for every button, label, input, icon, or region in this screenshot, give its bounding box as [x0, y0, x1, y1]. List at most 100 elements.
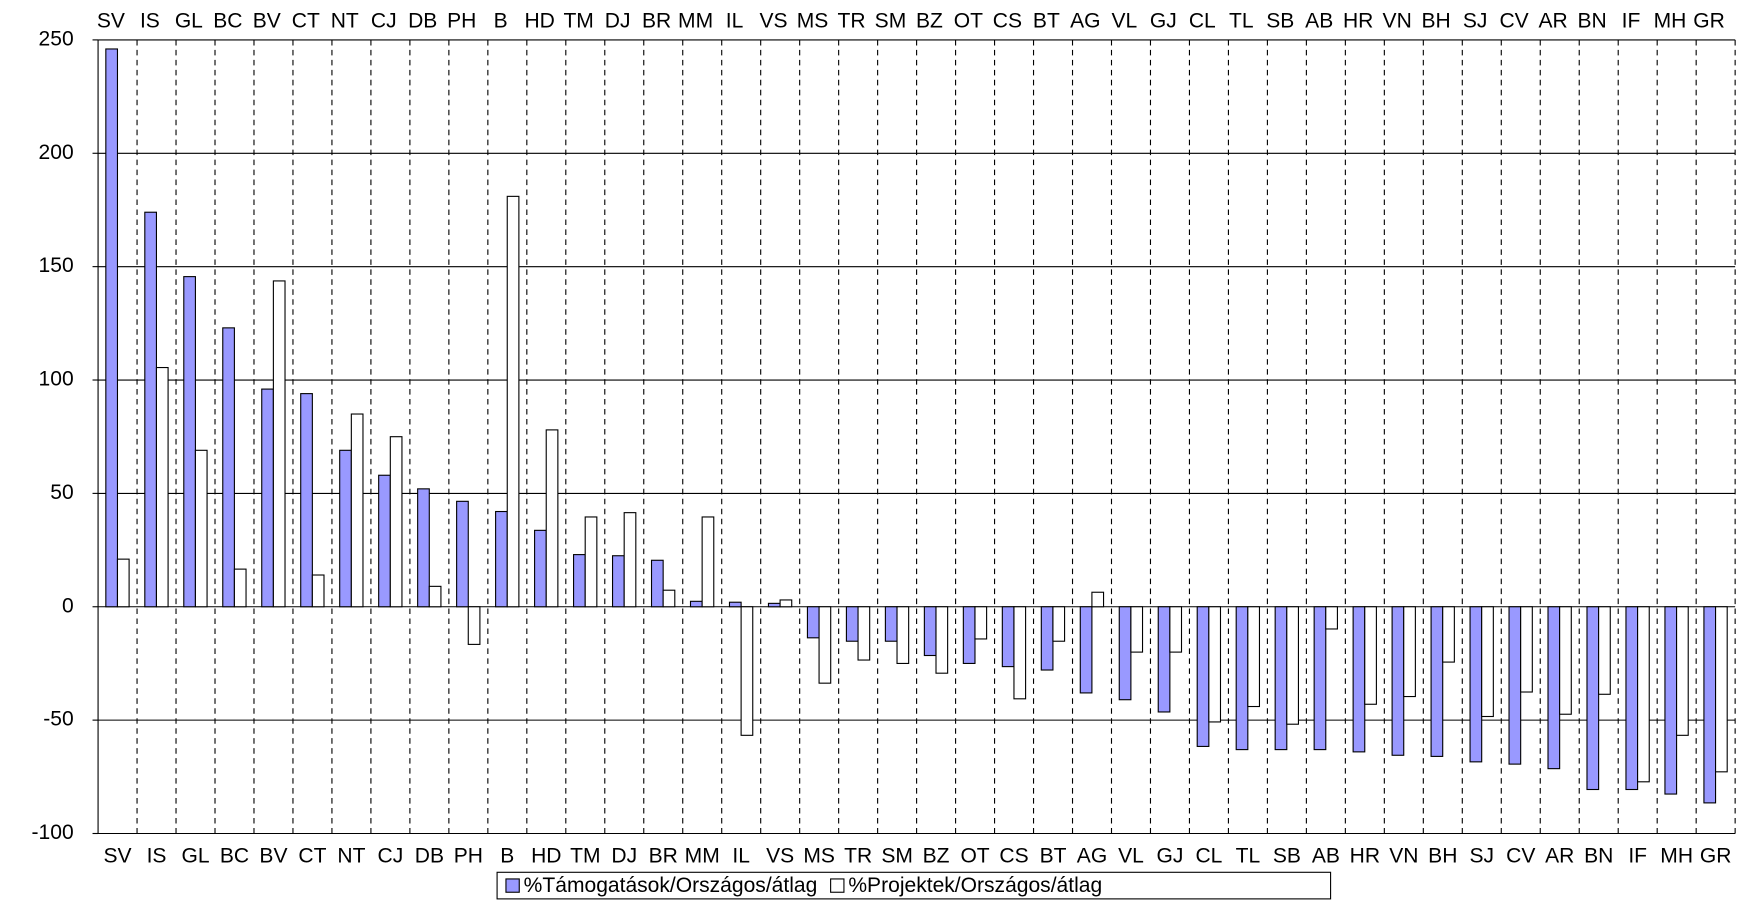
legend-label: %Támogatások/Országos/átlag	[524, 874, 818, 897]
legend-label: %Projektek/Országos/átlag	[848, 874, 1102, 897]
top-category-label: IS	[140, 10, 160, 33]
bar	[1676, 606, 1689, 736]
top-category-label: AR	[1538, 10, 1567, 33]
x-tick-label: BN	[1584, 844, 1613, 867]
legend-swatch	[505, 878, 520, 893]
bar	[467, 606, 481, 645]
bar	[1079, 606, 1093, 694]
top-category-label: HD	[524, 10, 554, 33]
top-category-label: B	[494, 10, 508, 33]
top-category-label: DJ	[605, 10, 631, 33]
top-category-label: MS	[797, 10, 829, 33]
bar	[261, 388, 274, 608]
x-tick-label: DB	[415, 844, 444, 867]
bar	[183, 276, 196, 608]
bar	[1196, 606, 1210, 747]
bar	[105, 48, 119, 608]
bar	[1664, 606, 1678, 795]
bar	[1313, 606, 1327, 751]
bar	[495, 510, 508, 608]
bar	[311, 574, 325, 608]
x-tick-label: TM	[570, 844, 600, 867]
bar	[300, 393, 313, 608]
bar	[728, 601, 742, 608]
x-tick-label: MS	[803, 844, 835, 867]
x-tick-label: VN	[1389, 844, 1418, 867]
x-tick-label: TR	[844, 844, 872, 867]
y-tick-label: 250	[39, 27, 74, 50]
top-category-label: BT	[1033, 10, 1060, 33]
top-category-label: OT	[954, 10, 983, 33]
top-category-label: BR	[642, 10, 671, 33]
bar	[1130, 606, 1144, 653]
top-category-label: BH	[1422, 10, 1451, 33]
top-category-label: TM	[563, 10, 593, 33]
top-category-label: CV	[1499, 10, 1528, 33]
x-tick-label: IF	[1628, 844, 1647, 867]
top-category-label: SM	[875, 10, 907, 33]
bar	[1703, 606, 1717, 804]
bar	[611, 555, 625, 608]
top-category-label: MH	[1654, 10, 1687, 33]
bar	[1013, 606, 1027, 700]
top-category-label: IF	[1622, 10, 1641, 33]
bar	[806, 606, 820, 639]
bar	[1520, 606, 1533, 693]
bar	[818, 606, 832, 684]
bar	[573, 554, 586, 608]
top-category-label: BZ	[916, 10, 943, 33]
y-tick-label: 0	[62, 594, 74, 617]
bar	[1403, 606, 1416, 698]
bar	[923, 606, 937, 657]
bar	[1598, 606, 1611, 695]
x-tick-label: MH	[1660, 844, 1693, 867]
x-tick-label: AG	[1077, 844, 1107, 867]
bar	[650, 559, 664, 608]
top-category-label: HR	[1343, 10, 1373, 33]
x-tick-label: CT	[298, 844, 326, 867]
bar	[1040, 606, 1054, 671]
bar	[962, 606, 976, 664]
x-tick-label: NT	[337, 844, 365, 867]
y-tick-label: 50	[50, 481, 73, 504]
legend-box	[496, 871, 1332, 900]
bar	[767, 602, 781, 608]
bar	[662, 589, 676, 608]
bar	[1001, 606, 1015, 668]
top-category-label: SV	[97, 10, 125, 33]
bar	[417, 488, 430, 608]
bar	[116, 558, 130, 608]
bar	[456, 500, 469, 608]
top-category-label: CL	[1189, 10, 1216, 33]
x-tick-label: GL	[181, 844, 209, 867]
bar	[1274, 606, 1288, 751]
bar	[144, 211, 158, 608]
x-tick-label: BZ	[923, 844, 950, 867]
bar	[1586, 606, 1600, 791]
x-tick-label: GJ	[1157, 844, 1184, 867]
x-tick-label: SB	[1273, 844, 1301, 867]
bar	[1352, 606, 1366, 753]
top-category-label: IL	[726, 10, 744, 33]
y-tick-label: 150	[39, 254, 74, 277]
top-category-label: BN	[1577, 10, 1606, 33]
top-category-label: DB	[408, 10, 437, 33]
top-category-label: NT	[331, 10, 359, 33]
bar	[1091, 591, 1105, 608]
x-tick-label: PH	[454, 844, 483, 867]
bar	[272, 280, 286, 608]
bar	[1052, 606, 1066, 642]
y-tick-label: -100	[32, 821, 74, 844]
bar	[428, 585, 442, 608]
bar	[1235, 606, 1249, 751]
x-tick-label: CL	[1195, 844, 1222, 867]
bar	[339, 449, 352, 608]
bar	[233, 568, 247, 608]
bar	[1391, 606, 1405, 756]
bar	[1547, 606, 1561, 770]
bar	[1481, 606, 1494, 718]
top-category-label: AG	[1070, 10, 1100, 33]
top-category-label: GJ	[1150, 10, 1177, 33]
top-category-label: CT	[292, 10, 320, 33]
bar	[389, 436, 403, 608]
